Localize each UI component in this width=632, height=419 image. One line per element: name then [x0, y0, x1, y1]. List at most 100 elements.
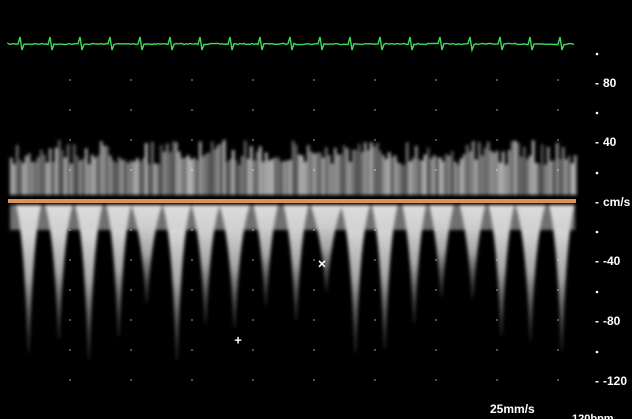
caliper-plus: + [234, 332, 242, 347]
spectrum-column [463, 154, 466, 195]
spectrum-column [175, 142, 178, 195]
spectrum-column [511, 141, 514, 195]
scale-dot [596, 351, 599, 354]
scale-label: -120 [603, 374, 627, 388]
grid-dot [435, 139, 437, 141]
spectrum-column [31, 162, 34, 195]
grid-dot [191, 109, 193, 111]
spectrum-column [166, 144, 169, 195]
spectrum-column [409, 161, 412, 195]
spectrum-column [172, 141, 175, 195]
spectrum-column [367, 150, 370, 195]
spectrum-column [535, 163, 538, 195]
spectrum-column [28, 153, 31, 195]
spectrum-column [397, 162, 400, 195]
spectrum-column [139, 161, 142, 195]
grid-dot [130, 259, 132, 261]
scale-tick: - [595, 195, 599, 209]
spectrum-column [445, 154, 448, 195]
spectrum-column [430, 158, 433, 195]
spectrum-column [439, 158, 442, 195]
spectrum-column [523, 147, 526, 195]
grid-dot [557, 379, 559, 381]
spectrum-column [184, 158, 187, 195]
spectrum-column [442, 161, 445, 195]
spectrum-column [457, 164, 460, 195]
spectrum-column [160, 145, 163, 195]
grid-dot [252, 349, 254, 351]
grid-dot [69, 319, 71, 321]
grid-dot [130, 289, 132, 291]
grid-dot [496, 379, 498, 381]
spectrum-column [373, 147, 376, 195]
spectrum-column [76, 156, 79, 195]
spectrum-column [562, 147, 565, 195]
grid-dot [313, 379, 315, 381]
doppler-screen: × + -80-40-cm/s--40--80--120 25mm/s 120b… [0, 0, 632, 419]
grid-dot [557, 109, 559, 111]
spectrum-column [169, 152, 172, 195]
spectrum-column [505, 165, 508, 195]
spectrum-column [370, 142, 373, 195]
spectrum-column [358, 144, 361, 195]
grid-dot [191, 319, 193, 321]
spectrum-column [346, 148, 349, 195]
scale-tick: - [595, 374, 599, 388]
spectrum-column [13, 164, 16, 195]
spectrum-column [334, 148, 337, 195]
spectrum-column [514, 141, 517, 195]
spectrum-column [148, 164, 151, 195]
spectrum-column [310, 151, 313, 195]
spectrum-column [97, 155, 100, 195]
spectrum-column [553, 160, 556, 195]
spectrum-column [262, 162, 265, 195]
scale-label: 80 [603, 76, 617, 90]
spectrum-column [85, 148, 88, 195]
spectrum-column [73, 144, 76, 195]
spectrum-column [328, 155, 331, 195]
grid-dot [130, 109, 132, 111]
spectrum-column [109, 156, 112, 195]
spectrum-column [427, 148, 430, 195]
spectrum-column [202, 156, 205, 195]
grid-dot [130, 319, 132, 321]
spectrum-column [163, 152, 166, 195]
grid-dot [374, 289, 376, 291]
spectrum-column [475, 160, 478, 195]
spectrum-column [487, 142, 490, 195]
grid-dot [435, 79, 437, 81]
grid-dot [435, 349, 437, 351]
spectrum-column [343, 145, 346, 195]
grid-dot [374, 109, 376, 111]
grid-dot [435, 379, 437, 381]
spectrum-column [538, 164, 541, 195]
spectrum-column [40, 150, 43, 195]
spectrum-column [223, 140, 226, 195]
spectrum-column [214, 149, 217, 195]
spectrum-column [10, 158, 13, 195]
spectrum-column [106, 146, 109, 195]
caliper-x: × [318, 256, 326, 272]
spectrum-column [220, 143, 223, 195]
spectrum-column [517, 143, 520, 195]
spectrum-column [292, 141, 295, 195]
spectrum-column [289, 160, 292, 195]
grid-dot [313, 259, 315, 261]
grid-dot [374, 319, 376, 321]
spectrum-column [244, 141, 247, 195]
scale-dot [596, 112, 599, 115]
spectrum-column [274, 157, 277, 195]
grid-dot [435, 289, 437, 291]
heart-rate: 120bpm [572, 413, 614, 419]
spectrum-column [157, 164, 160, 195]
spectrum-column [481, 155, 484, 195]
spectrum-column [247, 159, 250, 195]
grid-dot [374, 79, 376, 81]
spectrum-column [454, 162, 457, 195]
spectrum-column [568, 156, 571, 195]
spectrum-column [199, 142, 202, 195]
grid-dot [557, 139, 559, 141]
grid-dot [252, 319, 254, 321]
grid-dot [435, 109, 437, 111]
spectrum-column [436, 157, 439, 195]
